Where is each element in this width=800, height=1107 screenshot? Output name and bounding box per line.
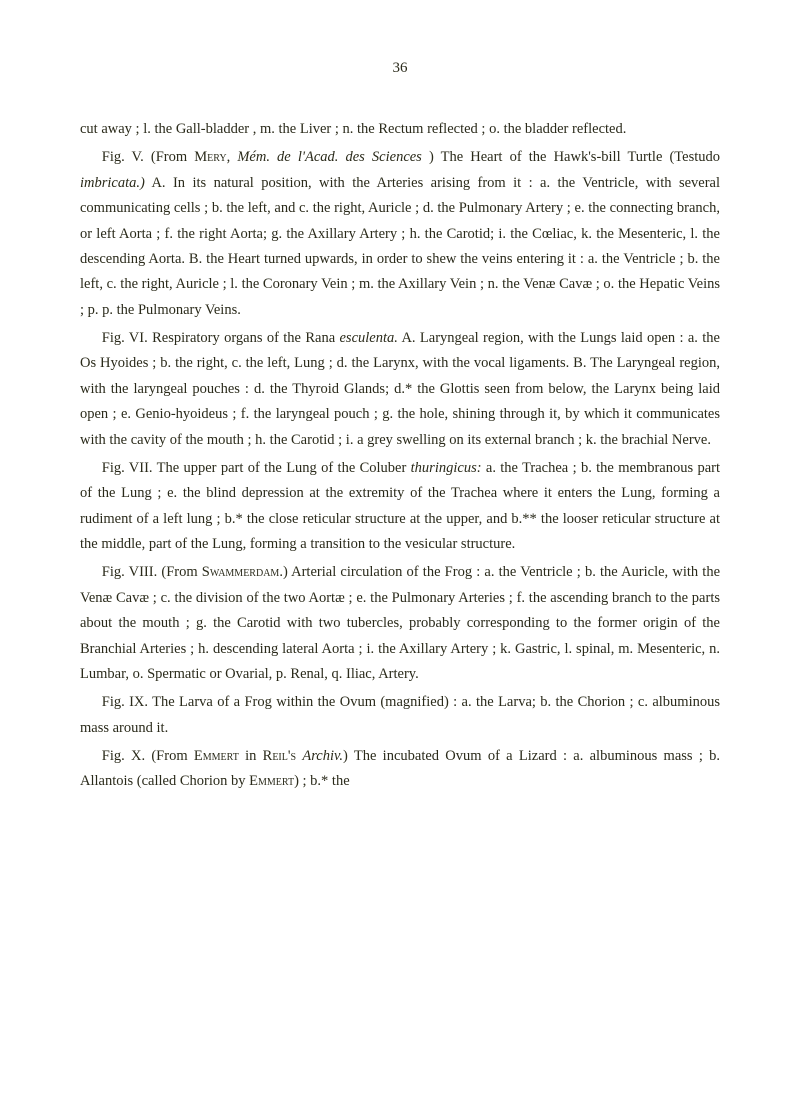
paragraph-1: cut away ; l. the Gall-bladder , m. the … xyxy=(80,117,720,142)
paragraph-2: Fig. V. (From Mery, Mém. de l'Acad. des … xyxy=(80,145,720,323)
paragraph-5: Fig. VIII. (From Swammerdam.) Arterial c… xyxy=(80,560,720,687)
page-number: 36 xyxy=(80,60,720,77)
paragraph-7: Fig. X. (From Emmert in Reil's Archiv.) … xyxy=(80,744,720,795)
paragraph-3: Fig. VI. Respiratory organs of the Rana … xyxy=(80,326,720,453)
paragraph-4: Fig. VII. The upper part of the Lung of … xyxy=(80,456,720,558)
paragraph-6: Fig. IX. The Larva of a Frog within the … xyxy=(80,690,720,741)
